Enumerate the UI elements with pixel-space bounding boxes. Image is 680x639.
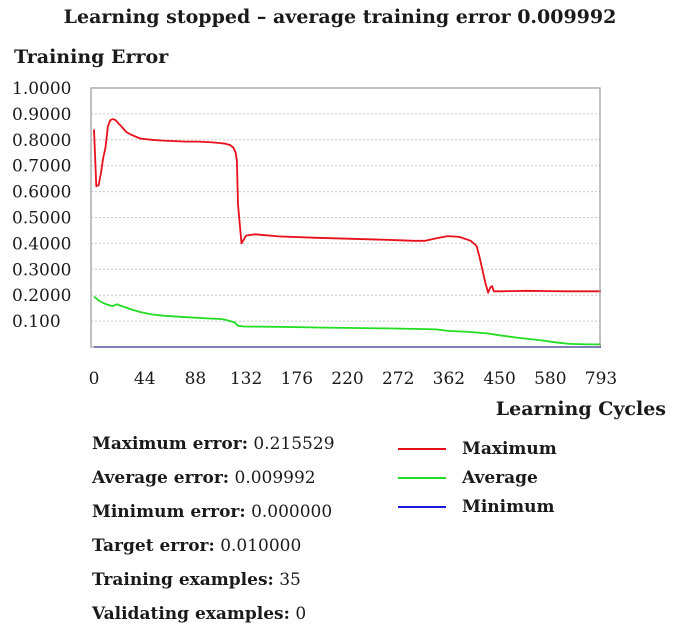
stat-label: Validating examples: xyxy=(92,604,290,624)
stat-maximum-error: Maximum error: 0.215529 xyxy=(92,434,392,468)
x-tick-label: 0 xyxy=(89,369,100,389)
chart-legend: Maximum Average Minimum xyxy=(398,434,658,521)
y-tick-label: 0.3000 xyxy=(12,260,71,280)
x-tick-label: 132 xyxy=(230,369,262,389)
stat-target-error: Target error: 0.010000 xyxy=(92,536,392,570)
y-axis-label: Training Error xyxy=(14,46,169,68)
y-tick-label: 0.8000 xyxy=(12,131,71,151)
y-tick-label: 0.100 xyxy=(12,312,61,332)
legend-label: Maximum xyxy=(462,438,557,459)
legend-swatch xyxy=(398,447,446,450)
stat-value: 0.009992 xyxy=(234,468,316,488)
y-tick-label: 0.5000 xyxy=(12,209,71,229)
x-tick-label: 450 xyxy=(483,369,515,389)
stat-value: 0.000000 xyxy=(251,502,333,522)
x-tick-label: 88 xyxy=(185,369,207,389)
stat-label: Target error: xyxy=(92,536,215,556)
series-line-maximum xyxy=(93,118,601,294)
x-tick-label: 44 xyxy=(134,369,156,389)
stat-value: 0.010000 xyxy=(220,536,302,556)
series-line-average xyxy=(93,295,601,346)
legend-swatch xyxy=(398,476,446,479)
y-tick-label: 1.0000 xyxy=(12,79,71,99)
stat-label: Average error: xyxy=(92,468,230,488)
y-tick-label: 0.7000 xyxy=(12,157,71,177)
chart-plot: 1.0000 0.9000 0.8000 0.7000 0.6000 0.5000 0.40… xyxy=(12,79,617,389)
y-tick-label: 0.2000 xyxy=(12,286,71,306)
x-axis-label: Learning Cycles xyxy=(495,398,666,420)
y-tick-label: 0.6000 xyxy=(12,183,71,203)
stat-validating-examples: Validating examples: 0 xyxy=(92,604,392,638)
stat-value: 0 xyxy=(295,604,307,624)
legend-label: Minimum xyxy=(462,496,555,517)
x-tick-label: 176 xyxy=(281,369,313,389)
stat-label: Training examples: xyxy=(92,570,274,590)
x-tick-label: 272 xyxy=(382,369,414,389)
plot-frame xyxy=(90,87,601,348)
x-tick-label: 793 xyxy=(585,369,617,389)
x-tick-label: 580 xyxy=(534,369,566,389)
stat-average-error: Average error: 0.009992 xyxy=(92,468,392,502)
stat-minimum-error: Minimum error: 0.000000 xyxy=(92,502,392,536)
legend-label: Average xyxy=(462,467,538,488)
stat-training-examples: Training examples: 35 xyxy=(92,570,392,604)
legend-swatch xyxy=(398,505,446,508)
x-tick-label: 362 xyxy=(433,369,465,389)
stat-label: Maximum error: xyxy=(92,434,248,454)
stat-value: 35 xyxy=(279,570,301,590)
legend-item-minimum: Minimum xyxy=(398,492,658,521)
y-tick-label: 0.4000 xyxy=(12,234,71,254)
error-stats: Maximum error: 0.215529 Average error: 0… xyxy=(92,434,392,638)
x-tick-label: 220 xyxy=(331,369,363,389)
stat-value: 0.215529 xyxy=(253,434,335,454)
legend-item-maximum: Maximum xyxy=(398,434,658,463)
y-tick-label: 0.9000 xyxy=(12,105,71,125)
stat-label: Minimum error: xyxy=(92,502,246,522)
legend-item-average: Average xyxy=(398,463,658,492)
chart-title: Learning stopped – average training erro… xyxy=(63,6,617,28)
